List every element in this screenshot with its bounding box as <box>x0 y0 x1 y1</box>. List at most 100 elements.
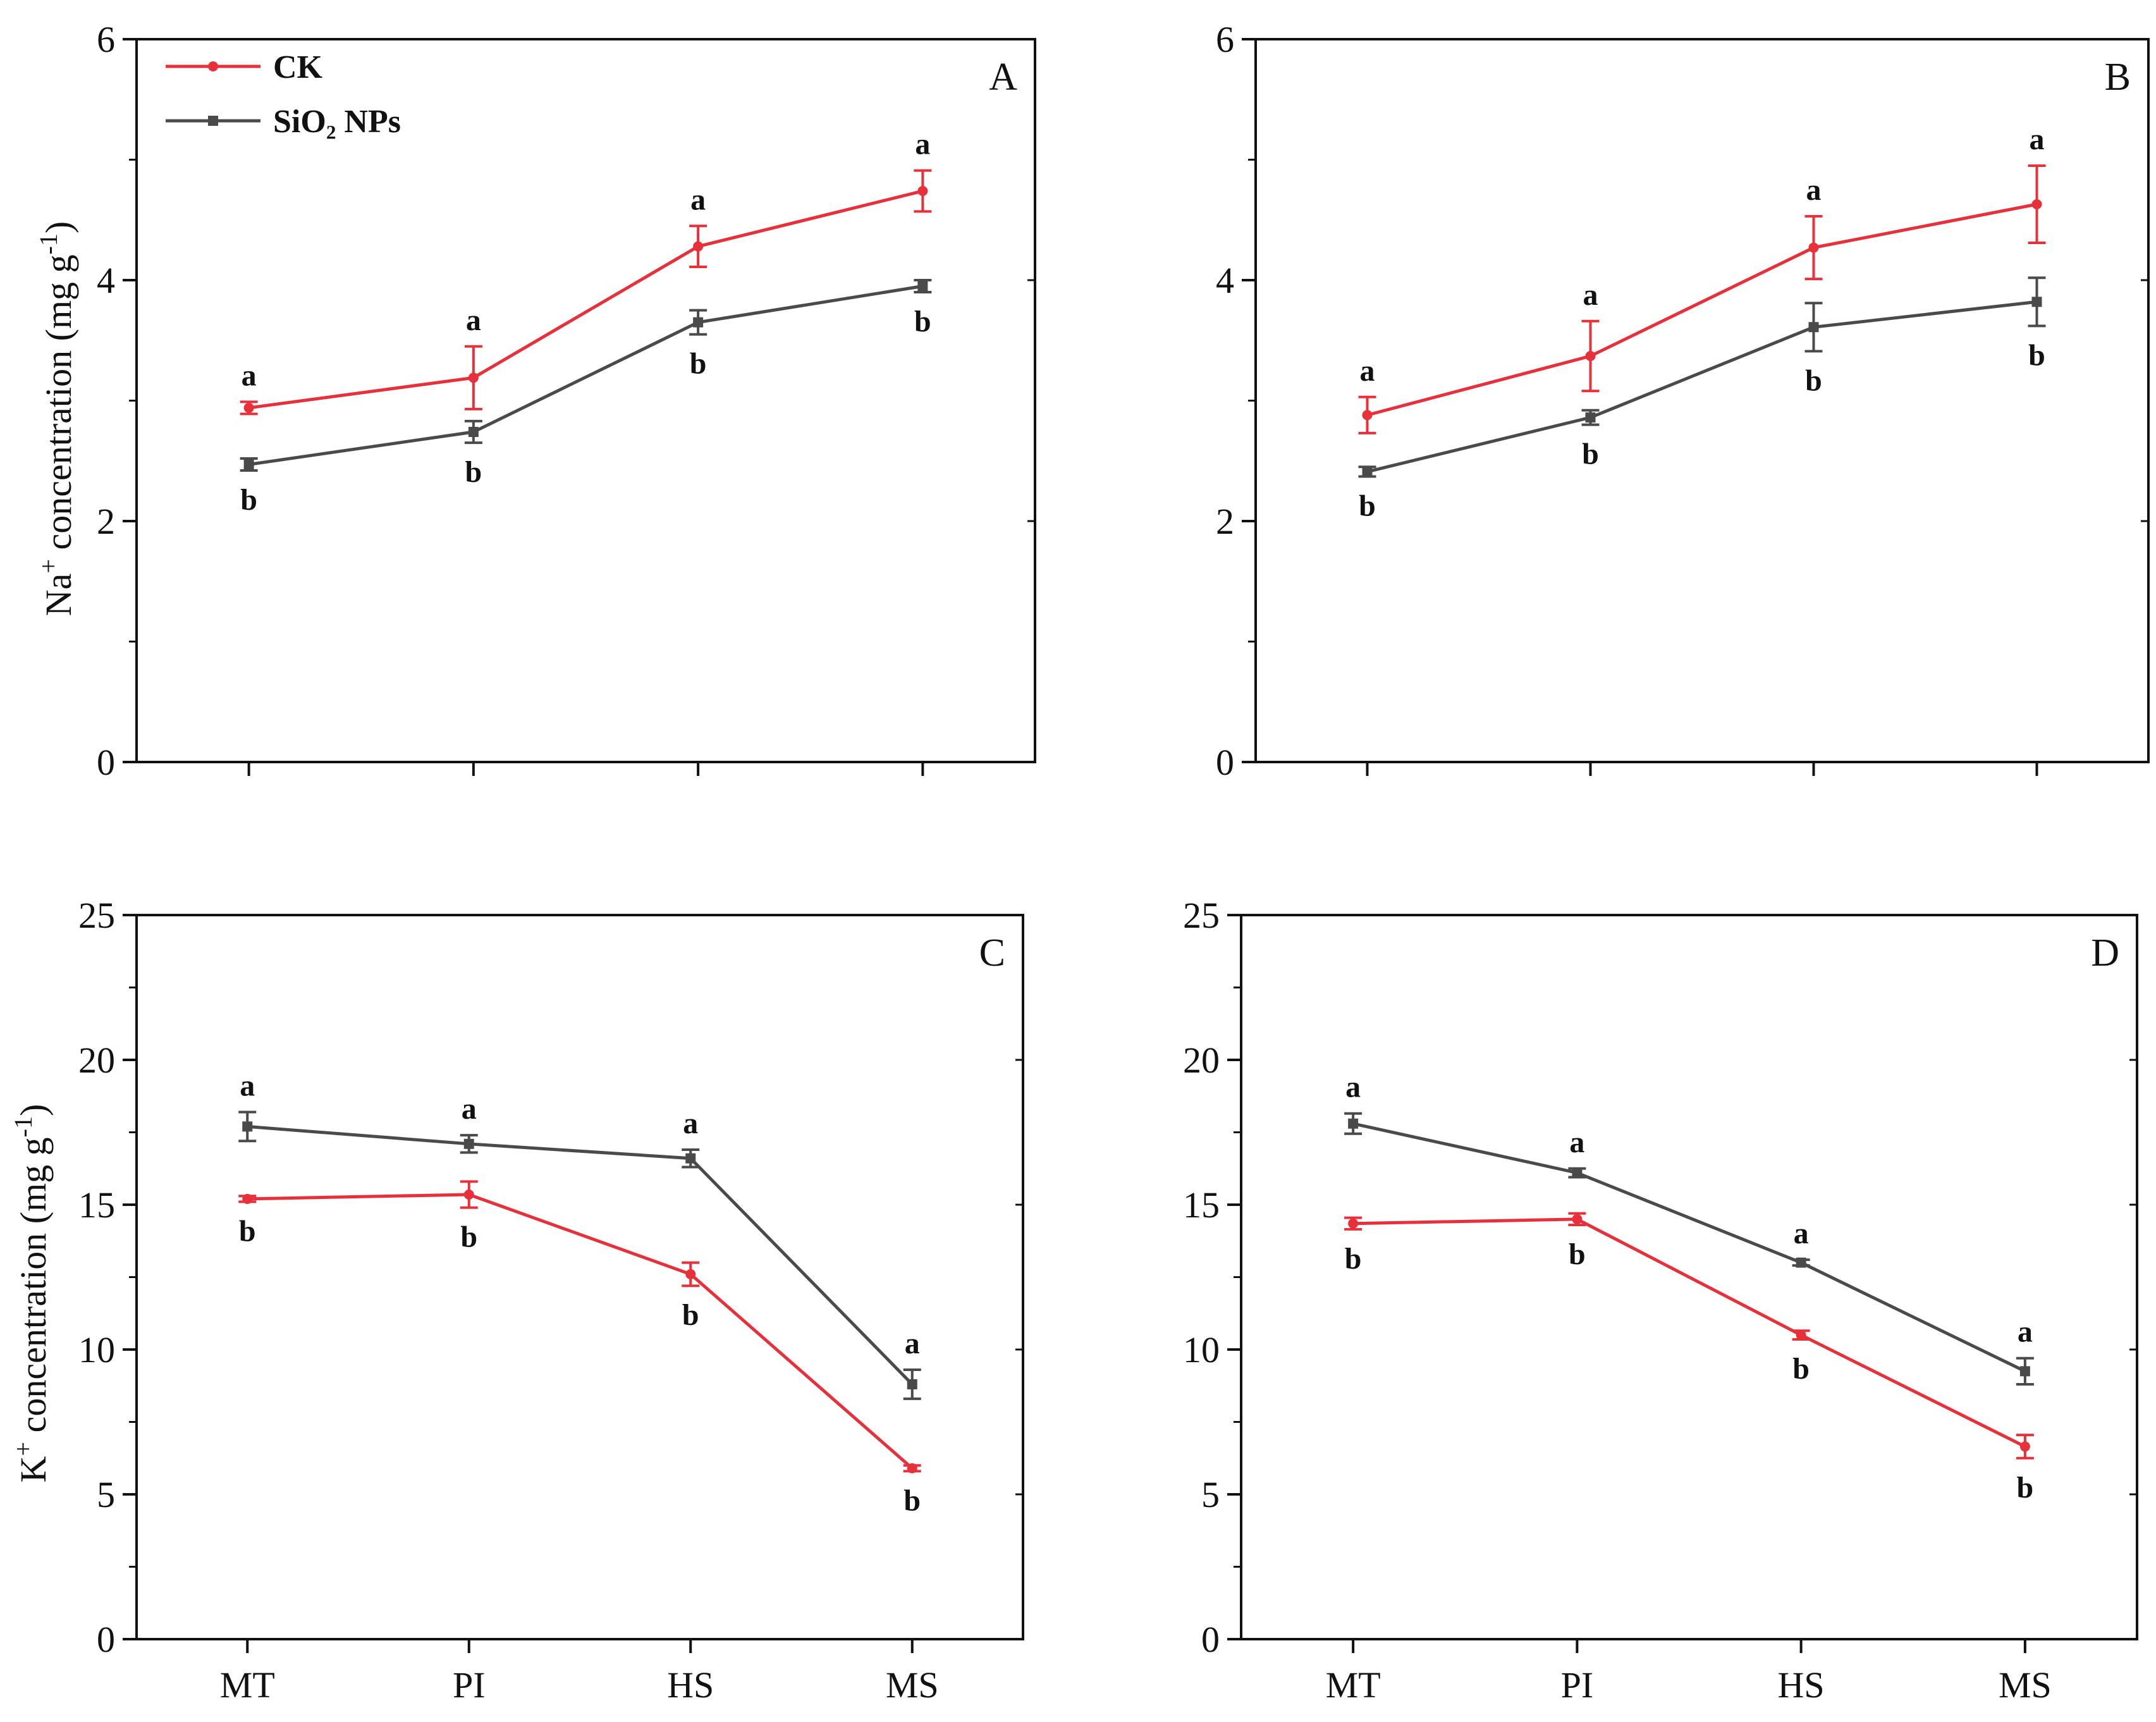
y-tick-label: 5 <box>97 1474 115 1515</box>
y-tick-label: 0 <box>1216 742 1234 783</box>
significance-letter: b <box>682 1298 699 1332</box>
significance-letter: b <box>2017 1471 2034 1504</box>
significance-letter: a <box>1794 1217 1809 1250</box>
y-tick-label: 4 <box>97 260 115 301</box>
x-tick-label: MS <box>1999 1664 2052 1706</box>
significance-letter: a <box>1360 354 1375 388</box>
significance-letter: a <box>2030 123 2045 156</box>
y-tick-label: 2 <box>1216 501 1234 542</box>
panel-b: 0 2 4 6 Ba a a a b b b b <box>1216 19 2150 783</box>
significance-letter: b <box>1805 364 1822 397</box>
significance-letter: b <box>239 1214 256 1248</box>
data-point <box>907 1379 917 1389</box>
series-sio2-nps: a a a a <box>238 1069 921 1400</box>
y-tick-label: 10 <box>78 1329 115 1370</box>
data-point <box>2031 199 2042 209</box>
significance-letter: b <box>460 1221 477 1254</box>
significance-letter: a <box>466 304 481 337</box>
data-point <box>242 1121 253 1132</box>
series-ck: b b b b <box>238 1180 921 1517</box>
data-point <box>468 372 479 383</box>
significance-letter: b <box>914 305 931 338</box>
x-tick-label: MS <box>886 1664 939 1706</box>
significance-letter: b <box>1569 1238 1586 1271</box>
y-axis-title-na: Na+ concentration (mg g-1) <box>34 221 80 616</box>
significance-letter: b <box>903 1484 921 1517</box>
data-point <box>1808 242 1819 253</box>
series-line <box>1366 300 2037 474</box>
y-tick-label: 15 <box>1183 1184 1220 1226</box>
panel-letter: C <box>979 932 1005 975</box>
x-tick-label: HS <box>667 1664 714 1706</box>
data-point <box>2019 1366 2030 1377</box>
legend-label: CK <box>273 49 323 85</box>
data-point <box>1796 1330 1806 1341</box>
series-ck: a a a a <box>1358 123 2046 434</box>
significance-letter: b <box>1345 1242 1362 1276</box>
data-point <box>243 459 254 470</box>
series-line <box>247 1124 914 1386</box>
y-tick-label: 4 <box>1216 260 1234 301</box>
y-tick-label: 6 <box>1216 19 1234 60</box>
legend-label: SiO₂ NPs <box>273 104 401 140</box>
significance-letter: a <box>1569 1126 1584 1159</box>
y-tick-label: 2 <box>97 501 115 542</box>
series-sio2-nps: a a a a <box>1344 1071 2034 1386</box>
series-ck: a a a a <box>240 128 932 415</box>
data-point <box>1348 1118 1359 1129</box>
series-sio2-nps: b b b b <box>240 279 932 517</box>
significance-letter: b <box>1582 438 1599 471</box>
panel-letter: D <box>2091 932 2119 975</box>
x-tick-label: PI <box>453 1664 486 1706</box>
x-tick-label: MT <box>1326 1664 1381 1706</box>
y-tick-label: 25 <box>1183 895 1220 936</box>
y-tick-label: 20 <box>78 1040 115 1081</box>
data-point <box>463 1189 474 1200</box>
series-line <box>1366 202 2037 417</box>
legend: CK SiO₂ NPs <box>166 49 401 140</box>
data-point <box>1572 1167 1583 1178</box>
series-line <box>1353 1217 2026 1448</box>
legend-item-ck: CK <box>166 49 323 85</box>
data-point <box>1362 466 1373 477</box>
panel-letter: B <box>2105 56 2131 99</box>
significance-letter: a <box>683 1107 698 1140</box>
series-line <box>248 189 923 410</box>
y-tick-label: 25 <box>78 895 115 936</box>
legend-marker <box>208 116 218 126</box>
significance-letter: a <box>2018 1315 2033 1349</box>
data-point <box>242 1193 253 1204</box>
data-point <box>2031 297 2042 307</box>
y-tick-label: 15 <box>78 1184 115 1226</box>
y-tick-label: 0 <box>1201 1619 1220 1660</box>
y-tick-label: 5 <box>1201 1474 1220 1515</box>
data-point <box>1796 1257 1806 1268</box>
y-tick-label: 10 <box>1183 1329 1220 1370</box>
data-point <box>2019 1441 2030 1452</box>
data-point <box>1362 410 1373 421</box>
data-point <box>1348 1218 1359 1229</box>
data-point <box>463 1138 474 1149</box>
data-point <box>685 1153 696 1164</box>
data-point <box>685 1269 696 1279</box>
significance-letter: a <box>1806 173 1822 207</box>
series-ck: b b b b <box>1344 1212 2034 1504</box>
significance-letter: a <box>240 1069 255 1102</box>
y-tick-label: 20 <box>1183 1040 1220 1081</box>
data-point <box>1585 351 1596 362</box>
panel-a: 0 2 4 6 Aa a a a b b b b <box>97 19 1036 783</box>
data-point <box>1585 412 1596 423</box>
data-point <box>243 402 254 413</box>
y-tick-label: 6 <box>97 19 115 60</box>
legend-item-sio2-nps: SiO₂ NPs <box>166 104 401 140</box>
series-line <box>247 1193 914 1470</box>
significance-letter: b <box>690 347 707 381</box>
series-line <box>1352 1122 2026 1373</box>
significance-letter: a <box>1583 278 1598 312</box>
significance-letter: a <box>462 1092 477 1126</box>
data-point <box>693 317 704 328</box>
significance-letter: b <box>465 455 482 489</box>
significance-letter: a <box>915 128 930 161</box>
significance-letter: b <box>240 483 257 517</box>
panel-d: 0 5 10 15 20 25 MT PI HS MS Db b b b a a a a <box>1183 895 2138 1706</box>
